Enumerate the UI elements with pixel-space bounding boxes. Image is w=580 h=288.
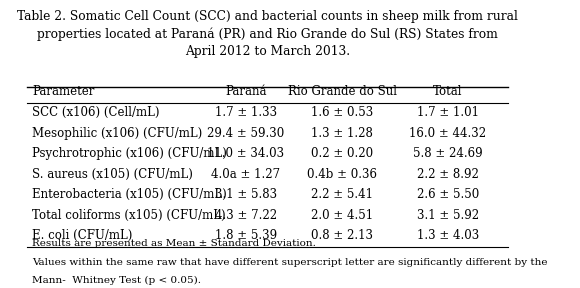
Text: 29.4 ± 59.30: 29.4 ± 59.30 bbox=[207, 127, 285, 140]
Text: 4.3 ± 7.22: 4.3 ± 7.22 bbox=[215, 209, 277, 222]
Text: Table 2. Somatic Cell Count (SCC) and bacterial counts in sheep milk from rural
: Table 2. Somatic Cell Count (SCC) and ba… bbox=[17, 10, 518, 58]
Text: 11.0 ± 34.03: 11.0 ± 34.03 bbox=[208, 147, 285, 160]
Text: 1.6 ± 0.53: 1.6 ± 0.53 bbox=[311, 106, 374, 119]
Text: Results are presented as Mean ± Standard Deviation.: Results are presented as Mean ± Standard… bbox=[32, 239, 316, 248]
Text: 1.7 ± 1.01: 1.7 ± 1.01 bbox=[417, 106, 479, 119]
Text: Paraná: Paraná bbox=[225, 85, 267, 98]
Text: 5.8 ± 24.69: 5.8 ± 24.69 bbox=[413, 147, 483, 160]
Text: 3.1 ± 5.92: 3.1 ± 5.92 bbox=[417, 209, 479, 222]
Text: Total: Total bbox=[433, 85, 463, 98]
Text: Parameter: Parameter bbox=[32, 85, 95, 98]
Text: S. aureus (x105) (CFU/mL): S. aureus (x105) (CFU/mL) bbox=[32, 168, 193, 181]
Text: 0.4b ± 0.36: 0.4b ± 0.36 bbox=[307, 168, 377, 181]
Text: 2.0 ± 4.51: 2.0 ± 4.51 bbox=[311, 209, 373, 222]
Text: Psychrotrophic (x106) (CFU/mL): Psychrotrophic (x106) (CFU/mL) bbox=[32, 147, 227, 160]
Text: Rio Grande do Sul: Rio Grande do Sul bbox=[288, 85, 397, 98]
Text: SCC (x106) (Cell/mL): SCC (x106) (Cell/mL) bbox=[32, 106, 160, 119]
Text: 0.8 ± 2.13: 0.8 ± 2.13 bbox=[311, 229, 373, 242]
Text: Enterobacteria (x105) (CFU/mL): Enterobacteria (x105) (CFU/mL) bbox=[32, 188, 227, 201]
Text: 1.3 ± 4.03: 1.3 ± 4.03 bbox=[417, 229, 479, 242]
Text: Total coliforms (x105) (CFU/mL): Total coliforms (x105) (CFU/mL) bbox=[32, 209, 226, 222]
Text: 16.0 ± 44.32: 16.0 ± 44.32 bbox=[409, 127, 487, 140]
Text: Values within the same raw that have different superscript letter are significan: Values within the same raw that have dif… bbox=[32, 258, 548, 267]
Text: 2.6 ± 5.50: 2.6 ± 5.50 bbox=[417, 188, 479, 201]
Text: 0.2 ± 0.20: 0.2 ± 0.20 bbox=[311, 147, 373, 160]
Text: Mesophilic (x106) (CFU/mL): Mesophilic (x106) (CFU/mL) bbox=[32, 127, 202, 140]
Text: 2.2 ± 5.41: 2.2 ± 5.41 bbox=[311, 188, 373, 201]
Text: E. coli (CFU/mL): E. coli (CFU/mL) bbox=[32, 229, 132, 242]
Text: 3.1 ± 5.83: 3.1 ± 5.83 bbox=[215, 188, 277, 201]
Text: 4.0a ± 1.27: 4.0a ± 1.27 bbox=[211, 168, 281, 181]
Text: 1.3 ± 1.28: 1.3 ± 1.28 bbox=[311, 127, 373, 140]
Text: Mann-  Whitney Test (p < 0.05).: Mann- Whitney Test (p < 0.05). bbox=[32, 276, 201, 285]
Text: 2.2 ± 8.92: 2.2 ± 8.92 bbox=[417, 168, 479, 181]
Text: 1.7 ± 1.33: 1.7 ± 1.33 bbox=[215, 106, 277, 119]
Text: 1.8 ± 5.39: 1.8 ± 5.39 bbox=[215, 229, 277, 242]
